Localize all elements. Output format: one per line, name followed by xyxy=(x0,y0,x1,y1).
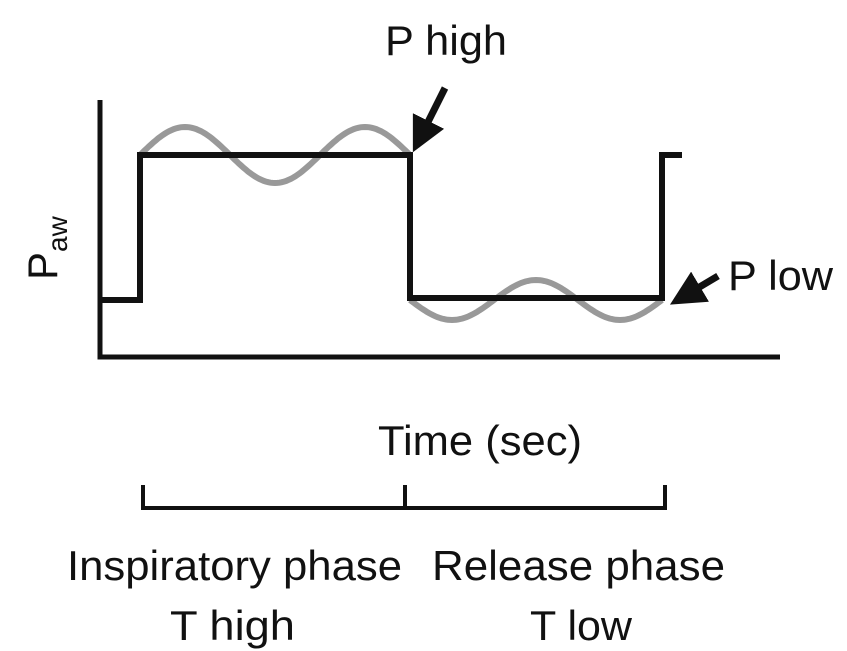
p-low-label: P low xyxy=(728,252,834,299)
inspiratory-phase-label: Inspiratory phase xyxy=(67,542,402,589)
p-high-label: P high xyxy=(385,17,507,64)
axes xyxy=(97,100,780,360)
y-axis-label: Paw xyxy=(19,215,73,280)
p-high-arrow xyxy=(412,86,449,153)
pressure-waveform xyxy=(100,152,682,303)
oscillation-high xyxy=(137,123,413,187)
y-axis-subscript: aw xyxy=(42,215,73,252)
oscillation-low xyxy=(408,276,664,324)
release-phase-label: Release phase xyxy=(432,542,725,589)
t-high-label: T high xyxy=(170,602,295,649)
y-axis-main: P xyxy=(19,252,66,280)
p-low-arrow xyxy=(669,271,720,305)
t-low-label: T low xyxy=(530,602,633,649)
x-axis-label: Time (sec) xyxy=(378,417,582,464)
